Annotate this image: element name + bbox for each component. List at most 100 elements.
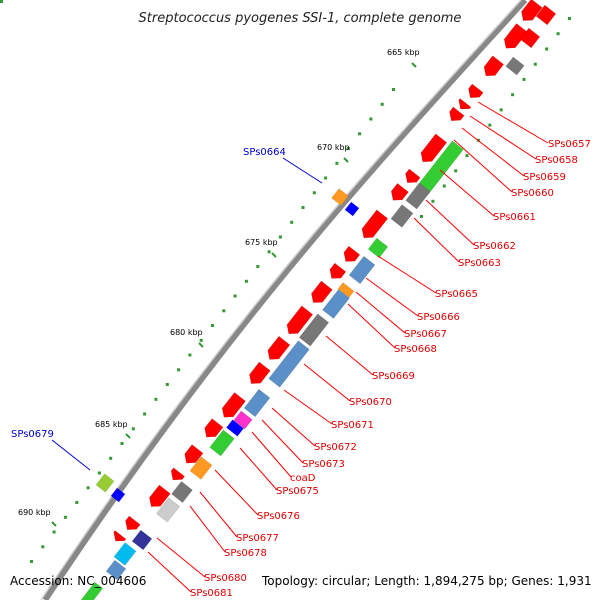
gc-dot — [499, 108, 503, 112]
genome-title: Streptococcus pyogenes SSI-1, complete g… — [139, 11, 462, 26]
gene-arrow[interactable] — [322, 289, 350, 319]
gene-label[interactable]: SPs0662 — [473, 241, 516, 252]
gene-arrow[interactable] — [167, 467, 185, 484]
gc-dot — [380, 102, 384, 106]
topology-label: Topology: circular; Length: 1,894,275 bp… — [261, 574, 592, 588]
gene-label[interactable]: SPs0672 — [314, 442, 357, 453]
gene-arrow[interactable] — [268, 340, 310, 388]
gene-label[interactable]: coaD — [290, 473, 316, 484]
gene-labels-blue: SPs0664 SPs0679 — [11, 147, 286, 440]
gene-arrow[interactable] — [308, 280, 333, 307]
gene-arrow[interactable] — [122, 515, 141, 534]
gc-dot — [233, 294, 237, 298]
gene-arrow[interactable] — [455, 98, 472, 114]
gene-arrow[interactable] — [243, 388, 271, 418]
callout-line — [325, 335, 374, 376]
gene-arrow[interactable] — [155, 497, 181, 523]
gene-label[interactable]: SPs0661 — [493, 212, 536, 223]
gene-label-blue[interactable]: SPs0679 — [11, 429, 54, 440]
gene-arrow[interactable] — [519, 27, 541, 49]
gene-arrow[interactable] — [500, 23, 528, 52]
gene-label[interactable]: SPs0663 — [458, 258, 501, 269]
gene-arrow[interactable] — [390, 204, 414, 228]
gene-arrow[interactable] — [358, 209, 389, 242]
gene-label[interactable]: SPs0657 — [548, 139, 591, 150]
gc-dot — [358, 132, 362, 136]
gene-arrow[interactable] — [264, 335, 291, 364]
gene-arrow[interactable] — [218, 392, 246, 421]
gene-arrow[interactable] — [171, 481, 193, 503]
gene-label[interactable]: SPs0681 — [190, 588, 233, 599]
gene-label[interactable]: SPs0680 — [204, 573, 247, 584]
gene-label[interactable]: SPs0676 — [257, 511, 300, 522]
gene-arrow[interactable] — [367, 237, 389, 259]
gene-label[interactable]: SPs0667 — [404, 329, 447, 340]
gene-arrow[interactable] — [465, 83, 484, 102]
gene-label-blue[interactable]: SPs0664 — [243, 147, 286, 158]
gene-label[interactable]: SPs0668 — [394, 344, 437, 355]
gene-arrow[interactable] — [505, 56, 525, 76]
gene-label[interactable]: SPs0666 — [417, 312, 460, 323]
gene-label[interactable]: SPs0658 — [535, 155, 578, 166]
gene-label[interactable]: SPs0678 — [224, 548, 267, 559]
gene-arrow[interactable] — [340, 245, 361, 266]
gene-arrow[interactable] — [110, 530, 127, 546]
blue-callouts — [51, 157, 323, 471]
gene-arrow[interactable] — [131, 529, 153, 551]
gc-dot-track — [0, 0, 571, 563]
gc-dot — [568, 17, 571, 20]
gene-arrow[interactable] — [146, 484, 171, 511]
gene-label[interactable]: SPs0665 — [435, 289, 478, 300]
gene-arrow[interactable] — [95, 473, 115, 493]
gene-arrow[interactable] — [189, 456, 213, 480]
gene-track — [80, 0, 557, 600]
gene-label[interactable]: SPs0659 — [523, 172, 566, 183]
gene-arrow[interactable] — [209, 429, 235, 457]
gc-dot — [86, 486, 90, 490]
gene-label[interactable]: SPs0675 — [276, 486, 319, 497]
gene-label[interactable]: SPs0669 — [372, 371, 415, 382]
gene-arrow[interactable] — [181, 444, 204, 468]
gc-dot — [522, 77, 526, 81]
gc-dot — [75, 501, 79, 504]
gene-arrow[interactable] — [337, 282, 355, 298]
gene-arrow[interactable] — [480, 55, 505, 80]
gene-label[interactable]: SPs0673 — [302, 459, 345, 470]
gene-label[interactable]: SPs0670 — [349, 397, 392, 408]
gene-label[interactable]: SPs0677 — [236, 533, 279, 544]
callout-line — [261, 419, 304, 464]
callout-line — [283, 389, 333, 425]
gene-arrow[interactable] — [246, 361, 271, 388]
gene-arrow[interactable] — [417, 133, 448, 166]
gene-arrow[interactable] — [348, 255, 376, 285]
gc-dot — [556, 32, 560, 36]
callout-line-blue — [282, 157, 323, 184]
gene-label[interactable]: SPs0671 — [331, 420, 374, 431]
gene-arrow[interactable] — [518, 0, 543, 25]
gene-arrow[interactable] — [105, 559, 127, 581]
gc-dot — [278, 235, 282, 239]
gene-arrow[interactable] — [402, 168, 421, 187]
gene-arrow[interactable] — [233, 410, 253, 430]
gene-arrow[interactable] — [201, 418, 224, 442]
kbp-label: 680 kbp — [170, 328, 203, 337]
gene-arrow[interactable] — [298, 313, 330, 347]
genome-backbone — [42, 0, 528, 600]
callout-line — [469, 115, 537, 160]
gene-arrow[interactable] — [283, 305, 314, 338]
gene-arrow[interactable] — [113, 542, 137, 566]
gene-arrow[interactable] — [331, 188, 349, 206]
gene-arrow[interactable] — [344, 201, 360, 217]
gene-arrow[interactable] — [446, 106, 465, 125]
gene-arrow[interactable] — [405, 182, 431, 210]
gene-arrow[interactable] — [326, 262, 347, 283]
gene-label[interactable]: SPs0660 — [511, 188, 554, 199]
gene-arrow[interactable] — [226, 419, 244, 437]
gene-arrow[interactable] — [535, 4, 557, 26]
gene-arrow[interactable] — [110, 487, 126, 503]
gc-dot — [211, 324, 214, 327]
genome-backbone-highlight — [40, 0, 522, 600]
callout-line — [461, 127, 525, 177]
gene-arrow[interactable] — [388, 183, 409, 204]
